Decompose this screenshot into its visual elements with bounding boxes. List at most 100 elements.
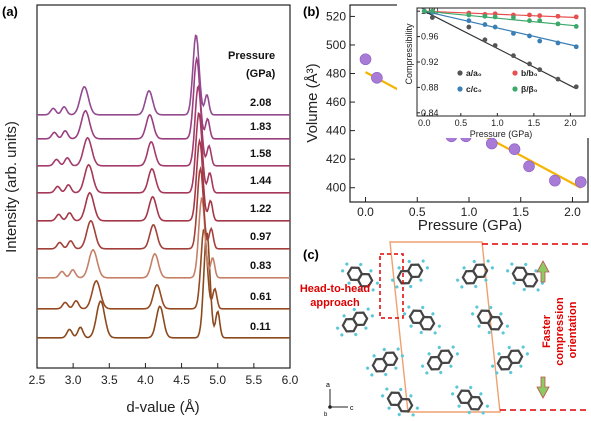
x-tick-label: 5.5: [246, 373, 263, 387]
inset-point-beta/beta0: [537, 18, 543, 24]
legend-label-c/c0: c/c₀: [466, 84, 482, 94]
x-tick-label: 4.5: [173, 373, 190, 387]
pressure-label-0.11: 0.11: [250, 321, 271, 333]
x-tick-label: 3.5: [101, 373, 118, 387]
y-tick-label: 440: [326, 124, 346, 138]
pattern-curve-0.61: [37, 227, 290, 310]
pressure-label-0.83: 0.83: [250, 260, 271, 272]
compression-arrow-bottom: [536, 376, 550, 399]
y-tick-label: 480: [326, 67, 346, 81]
inset-y-tick-label: 0.96: [421, 32, 439, 42]
pressure-labels: 0.11 0.61 0.83 0.97 1.22 1.44 1.58 1.83 2.08: [250, 97, 272, 333]
y-tick-label: 500: [326, 38, 346, 52]
inset-point-c/c0: [492, 24, 498, 30]
inset-point-beta/beta0: [466, 12, 472, 18]
pattern-curve-0.83: [37, 196, 290, 279]
inset-point-c/c0: [466, 18, 472, 24]
inset-point-b/b0: [527, 12, 532, 18]
y-tick-label: 400: [326, 181, 346, 195]
axis-c-label: c: [350, 405, 354, 412]
legend-title-line2: (GPa): [246, 68, 276, 80]
pressure-label-1.22: 1.22: [250, 203, 271, 215]
molecule: [471, 305, 509, 335]
axis-a-label: a: [326, 382, 330, 389]
inset-point-c/c0: [537, 38, 543, 44]
inset-point-a/a0: [527, 61, 532, 67]
inset-x-tick-label: 0.0: [418, 118, 431, 128]
inset-point-c/c0: [511, 31, 516, 36]
axis-b-label: b: [324, 412, 328, 418]
x-axis-title: Pressure (GPa): [418, 217, 522, 232]
pressure-label-1.44: 1.44: [250, 175, 272, 187]
inset-point-a/a0: [511, 53, 516, 59]
x-tick-label: 0.0: [357, 205, 374, 219]
panel-a-label: (a): [2, 4, 18, 19]
inset-x-tick-label: 1.5: [528, 118, 541, 128]
axis-b-marker: [328, 405, 332, 409]
legend-label-a/a0: a/a₀: [466, 68, 482, 78]
inset-x-ticks: 0.0 0.5 1.0 1.5 2.0: [418, 113, 577, 128]
molecule: [456, 259, 494, 289]
inset-point-beta/beta0: [527, 18, 532, 24]
volume-point: [485, 137, 498, 150]
legend-label-beta/beta0: β/β₀: [521, 84, 538, 94]
legend-marker-a/a0: [457, 70, 463, 76]
inset-point-a/a0: [429, 15, 435, 20]
panel-c-label: (c): [303, 247, 319, 262]
y-axis-title: Volume (Å³): [304, 63, 321, 142]
inset-point-a/a0: [573, 84, 579, 90]
side-label: Faster compression orientation: [541, 294, 579, 366]
molecule: [421, 345, 459, 375]
inset-point-a/a0: [482, 37, 488, 43]
inset-x-tick-label: 1.0: [491, 118, 504, 128]
unit-cell-outline: [389, 241, 501, 413]
volume-point: [523, 160, 535, 173]
inset-legend: a/a₀ b/b₀ c/c₀ β/β₀: [457, 68, 538, 94]
x-tick-label: 3.0: [65, 373, 82, 387]
pressure-label-0.61: 0.61: [250, 291, 271, 303]
molecule: [381, 387, 419, 417]
x-tick-label: 1.5: [512, 205, 529, 219]
inset-point-c/c0: [555, 40, 561, 46]
inset-point-beta/beta0: [555, 21, 561, 27]
pattern-curve-0.11: [37, 232, 290, 339]
x-tick-label: 4.0: [137, 373, 154, 387]
inset-point-b/b0: [537, 13, 543, 19]
inset-point-beta/beta0: [429, 8, 435, 14]
volume-point: [371, 72, 383, 84]
inset-point-beta/beta0: [492, 14, 498, 20]
inset-point-beta/beta0: [511, 15, 516, 20]
crystal-packing-diagram: (c) Head-to-head approach Faster compres…: [300, 241, 590, 418]
inset-fit-a/a0: [424, 10, 577, 90]
pattern-curve-2.08: [37, 34, 290, 116]
inset-y-tick-label: 0.88: [421, 82, 439, 92]
pressure-label-1.58: 1.58: [250, 148, 271, 160]
pattern-curve-0.97: [37, 165, 290, 250]
inset-fit-beta/beta0: [424, 10, 577, 27]
head-to-head-label-line1: Head-to-head: [300, 283, 370, 295]
y-axis-title: Intensity (arb. units): [3, 121, 20, 253]
inset-fit-c/c0: [424, 10, 577, 47]
compression-arrow-top: [536, 260, 550, 283]
panel-b-label: (b): [303, 4, 320, 19]
x-tick-label: 2.5: [29, 373, 46, 387]
x-tick-label: 2.0: [564, 205, 581, 219]
inset-fit-b/b0: [424, 10, 577, 19]
molecule: [451, 385, 489, 415]
inset-point-a/a0: [492, 43, 498, 48]
x-tick-label: 5.0: [209, 373, 226, 387]
pattern-curve-1.58: [37, 84, 290, 167]
inset-point-beta/beta0: [421, 8, 427, 14]
legend-marker-b/b0: [512, 70, 518, 76]
inset-point-b/b0: [555, 13, 561, 19]
molecule: [366, 347, 404, 377]
inset-y-tick-label: 0.92: [421, 57, 439, 67]
head-to-head-box: [379, 253, 404, 319]
y-tick-label: 420: [326, 152, 346, 166]
naphthalene-molecules: [336, 259, 544, 417]
inset-x-axis-title: Pressure (GPa): [470, 129, 533, 139]
head-to-head-label-line2: approach: [310, 297, 360, 309]
inset-point-beta/beta0: [573, 24, 579, 29]
inset-point-c/c0: [527, 33, 532, 39]
legend-marker-c/c0: [457, 86, 463, 92]
